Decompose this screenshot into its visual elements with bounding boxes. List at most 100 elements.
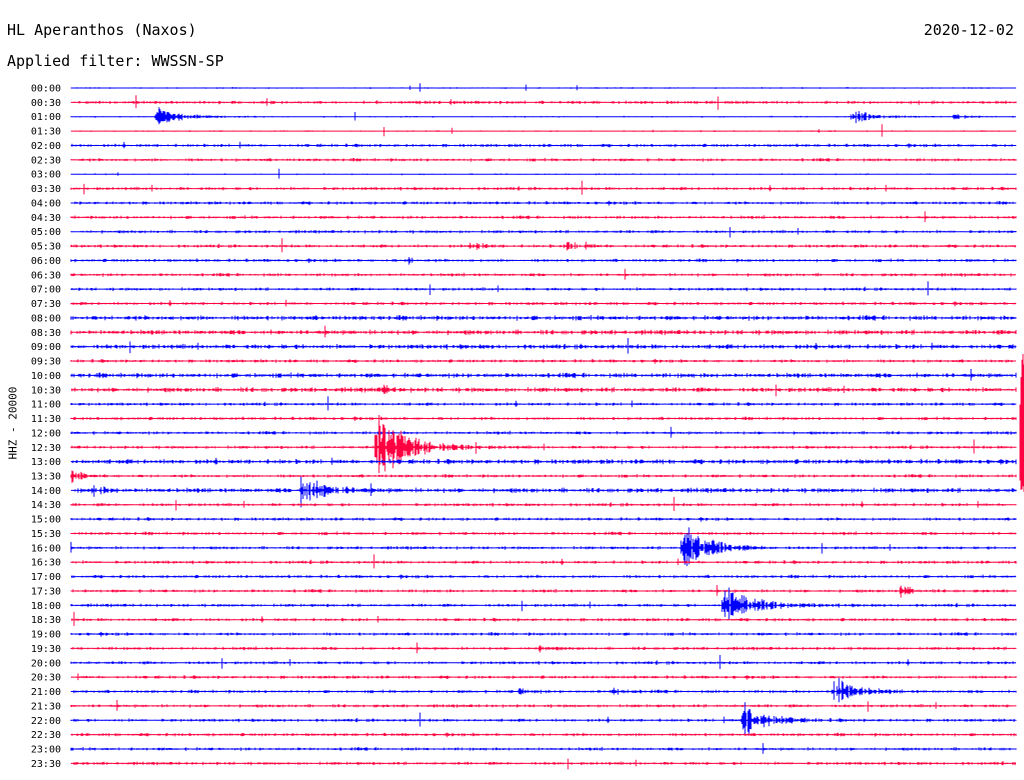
row-time-label: 23:30 [31, 759, 61, 770]
row-time-label: 20:30 [31, 673, 61, 684]
trace-row [70, 585, 1017, 598]
station-title: HL Aperanthos (Naxos) [7, 21, 197, 39]
trace-row [70, 673, 1017, 681]
trace-row [70, 457, 1017, 465]
row-time-label: 09:30 [31, 357, 61, 368]
trace-row [71, 611, 1017, 626]
trace-row [70, 743, 1017, 754]
row-time-label: 10:30 [31, 385, 61, 396]
trace-row [70, 702, 1017, 735]
row-time-label: 19:00 [31, 630, 61, 641]
trace-row [70, 384, 1017, 397]
trace-row [70, 299, 1017, 307]
row-time-label: 02:30 [31, 155, 61, 166]
row-time-label: 22:30 [31, 730, 61, 741]
trace-row [70, 531, 1017, 536]
row-time-label: 05:00 [31, 227, 61, 238]
row-time-label: 21:00 [31, 687, 61, 698]
row-time-label: 22:00 [31, 716, 61, 727]
trace-row [70, 527, 1017, 567]
row-time-label: 01:00 [31, 112, 61, 123]
trace-row [70, 416, 1017, 422]
trace-row [70, 124, 1017, 137]
row-time-label: 16:00 [31, 543, 61, 554]
trace-row [71, 574, 1017, 580]
trace-row [70, 168, 1017, 179]
trace-row [70, 396, 1017, 411]
filter-label: Applied filter: WWSSN-SP [7, 52, 224, 70]
row-time-label: 10:00 [31, 371, 61, 382]
row-time-label: 00:00 [31, 84, 61, 95]
row-time-label: 06:30 [31, 270, 61, 281]
trace-row [70, 257, 1017, 265]
trace-row [70, 281, 1017, 296]
trace-row [70, 338, 1017, 354]
trace-row [70, 476, 1017, 508]
row-time-label: 14:30 [31, 500, 61, 511]
trace-row [70, 655, 1017, 669]
row-time-label: 01:30 [31, 127, 61, 138]
row-time-label: 15:30 [31, 529, 61, 540]
trace-row [70, 358, 1016, 364]
row-time-label: 16:30 [31, 558, 61, 569]
trace-row [70, 554, 1017, 569]
row-time-label: 03:00 [31, 170, 61, 181]
main-event-trace [1019, 354, 1024, 492]
trace-row [70, 315, 1017, 321]
trace-row [70, 587, 1017, 620]
trace-row [70, 227, 1017, 238]
row-time-label: 11:30 [31, 414, 61, 425]
trace-row [70, 180, 1017, 195]
row-time-label: 17:30 [31, 586, 61, 597]
row-time-label: 13:00 [31, 457, 61, 468]
trace-row [70, 678, 1017, 703]
trace-row [70, 642, 1017, 654]
row-time-label: 18:00 [31, 601, 61, 612]
row-time-label: 21:30 [31, 701, 61, 712]
trace-row [70, 426, 1017, 438]
row-time-label: 17:00 [31, 572, 61, 583]
trace-row [70, 517, 1017, 522]
row-time-label: 19:30 [31, 644, 61, 655]
trace-row [70, 95, 1017, 110]
trace-row [70, 107, 1017, 125]
row-time-label: 00:30 [31, 98, 61, 109]
row-time-label: 07:00 [31, 285, 61, 296]
trace-row [70, 325, 1017, 338]
row-time-label: 11:00 [31, 400, 61, 411]
row-time-label: 04:00 [31, 198, 61, 209]
row-time-label: 13:30 [31, 471, 61, 482]
row-time-label: 12:00 [31, 428, 61, 439]
trace-row [70, 141, 1017, 149]
trace-row [70, 83, 1017, 92]
trace-row [70, 200, 1017, 206]
row-time-label: 02:00 [31, 141, 61, 152]
row-time-label: 08:00 [31, 313, 61, 324]
trace-row [70, 631, 1017, 637]
row-time-label: 03:30 [31, 184, 61, 195]
row-time-label: 12:30 [31, 443, 61, 454]
trace-row [70, 470, 1017, 483]
row-time-label: 15:00 [31, 515, 61, 526]
row-time-label: 20:00 [31, 658, 61, 669]
trace-row [70, 268, 1017, 280]
trace-row [70, 415, 1017, 474]
row-time-label: 05:30 [31, 242, 61, 253]
trace-row [70, 496, 1017, 511]
trace-row [70, 238, 1017, 253]
row-time-label: 04:30 [31, 213, 61, 224]
row-time-label: 09:00 [31, 342, 61, 353]
row-time-label: 08:30 [31, 328, 61, 339]
row-time-label: 06:00 [31, 256, 61, 267]
trace-row [70, 732, 1017, 738]
row-time-label: 18:30 [31, 615, 61, 626]
row-time-label: 14:00 [31, 486, 61, 497]
row-time-label: 07:30 [31, 299, 61, 310]
trace-row [70, 211, 1017, 223]
trace-row [70, 700, 1017, 712]
row-time-label: 23:00 [31, 745, 61, 756]
date-label: 2020-12-02 [923, 21, 1014, 39]
trace-row [70, 758, 1016, 770]
trace-row [70, 369, 1017, 381]
